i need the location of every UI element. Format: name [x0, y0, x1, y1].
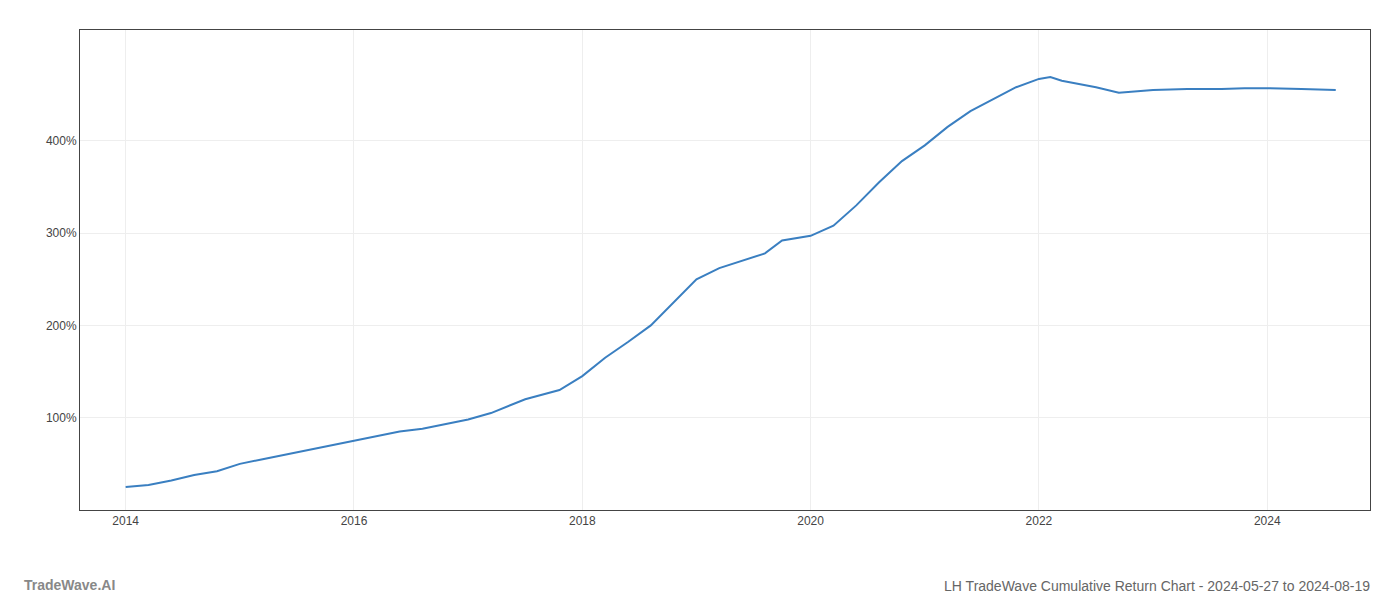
svg-text:2014: 2014: [112, 514, 139, 528]
svg-text:400%: 400%: [46, 134, 77, 148]
svg-text:2024: 2024: [1254, 514, 1281, 528]
svg-text:2020: 2020: [797, 514, 824, 528]
svg-text:LH TradeWave Cumulative Return: LH TradeWave Cumulative Return Chart - 2…: [944, 578, 1370, 594]
svg-text:100%: 100%: [46, 411, 77, 425]
svg-text:2016: 2016: [341, 514, 368, 528]
svg-text:TradeWave.AI: TradeWave.AI: [24, 577, 115, 593]
svg-text:2018: 2018: [569, 514, 596, 528]
svg-text:2022: 2022: [1026, 514, 1053, 528]
svg-text:300%: 300%: [46, 226, 77, 240]
svg-text:200%: 200%: [46, 319, 77, 333]
